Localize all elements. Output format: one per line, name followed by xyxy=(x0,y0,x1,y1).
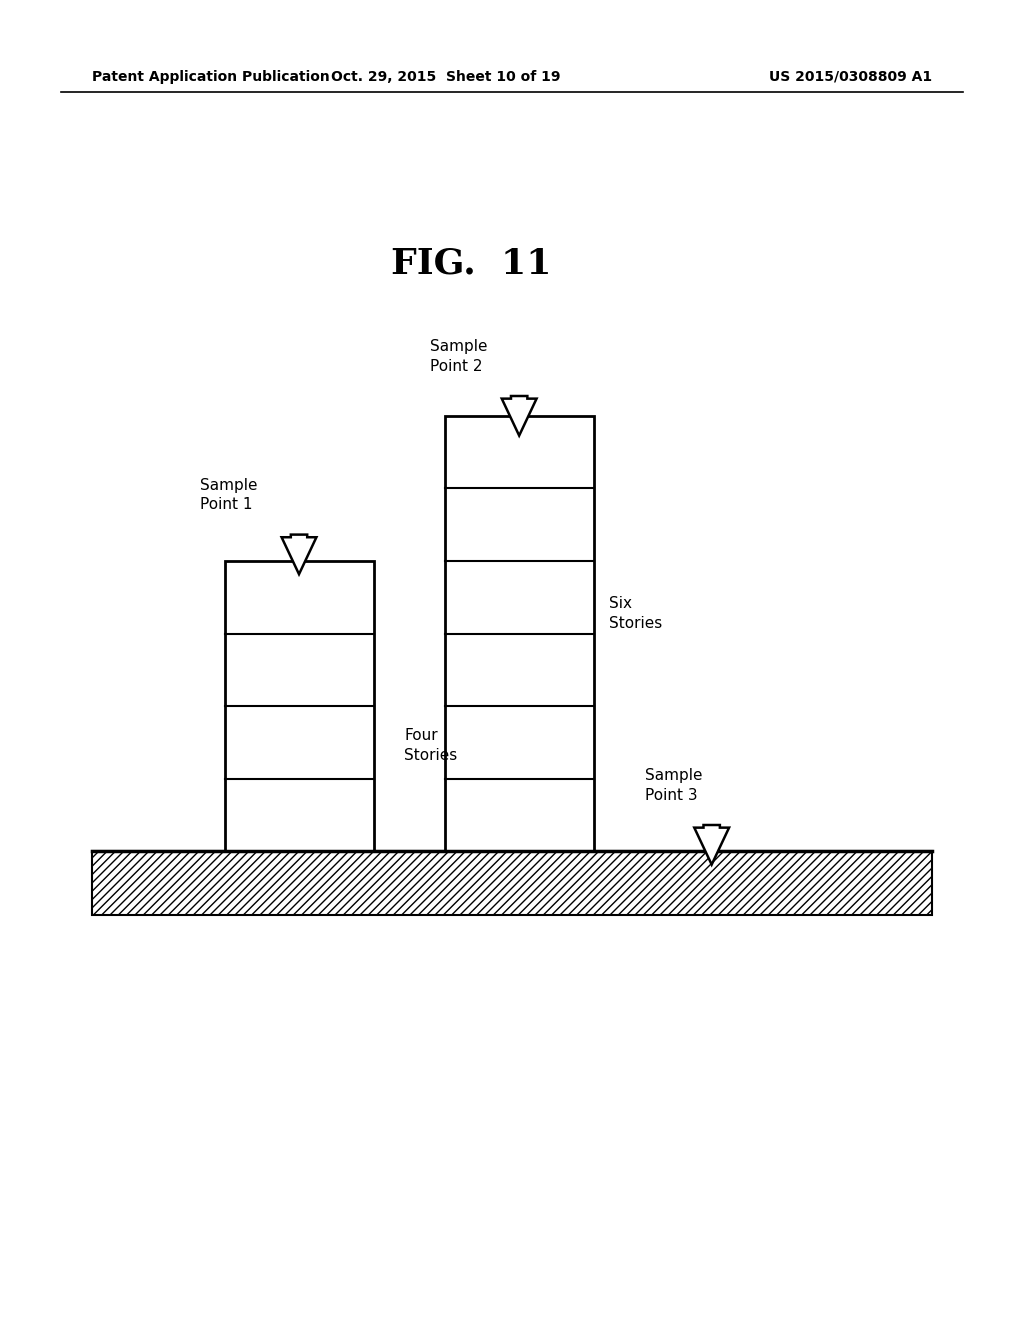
Text: Sample
Point 2: Sample Point 2 xyxy=(430,339,487,374)
Bar xyxy=(445,416,594,851)
Text: Patent Application Publication: Patent Application Publication xyxy=(92,70,330,83)
Text: Sample
Point 3: Sample Point 3 xyxy=(645,768,702,803)
Text: Six
Stories: Six Stories xyxy=(609,597,663,631)
Bar xyxy=(225,561,374,851)
Text: US 2015/0308809 A1: US 2015/0308809 A1 xyxy=(769,70,932,83)
Text: Four
Stories: Four Stories xyxy=(404,729,458,763)
Text: Oct. 29, 2015  Sheet 10 of 19: Oct. 29, 2015 Sheet 10 of 19 xyxy=(331,70,560,83)
Polygon shape xyxy=(502,396,537,436)
Text: Sample
Point 1: Sample Point 1 xyxy=(200,478,257,512)
Polygon shape xyxy=(694,825,729,865)
Text: FIG.  11: FIG. 11 xyxy=(391,247,551,281)
Polygon shape xyxy=(282,535,316,574)
Bar xyxy=(92,851,932,915)
